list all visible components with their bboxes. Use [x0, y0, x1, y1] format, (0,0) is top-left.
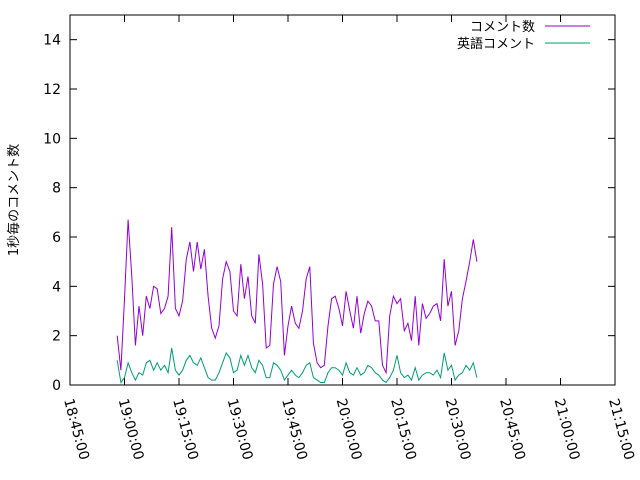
x-tick-label: 19:30:00	[224, 397, 256, 462]
y-tick-label: 2	[52, 329, 61, 345]
y-tick-label: 10	[43, 131, 61, 147]
series-1	[116, 347, 478, 384]
x-tick-label: 21:00:00	[551, 397, 583, 462]
x-tick-label: 19:15:00	[169, 397, 201, 462]
plot-frame	[69, 14, 616, 386]
x-tick-label: 21:15:00	[605, 397, 637, 462]
series-0	[116, 219, 478, 375]
x-tick-label: 19:45:00	[278, 397, 310, 462]
series-line	[116, 219, 478, 375]
legend-label: コメント数	[470, 20, 535, 35]
x-tick-label: 20:00:00	[333, 397, 365, 462]
y-tick-label: 14	[43, 33, 61, 49]
x-tick-label: 18:45:00	[60, 397, 92, 462]
y-axis-label: 1秒毎のコメント数	[6, 144, 22, 256]
series-line	[116, 347, 478, 384]
y-tick-label: 6	[52, 230, 61, 246]
x-tick-label: 20:45:00	[496, 397, 528, 462]
x-tick-label: 19:00:00	[115, 397, 147, 462]
y-tick-label: 12	[43, 82, 61, 98]
x-tick-label: 20:15:00	[387, 397, 419, 462]
x-tick-label: 20:30:00	[442, 397, 474, 462]
y-tick-label: 8	[52, 181, 61, 197]
legend-label: 英語コメント	[457, 36, 535, 52]
y-tick-label: 4	[52, 279, 61, 295]
y-tick-label: 0	[52, 378, 61, 394]
